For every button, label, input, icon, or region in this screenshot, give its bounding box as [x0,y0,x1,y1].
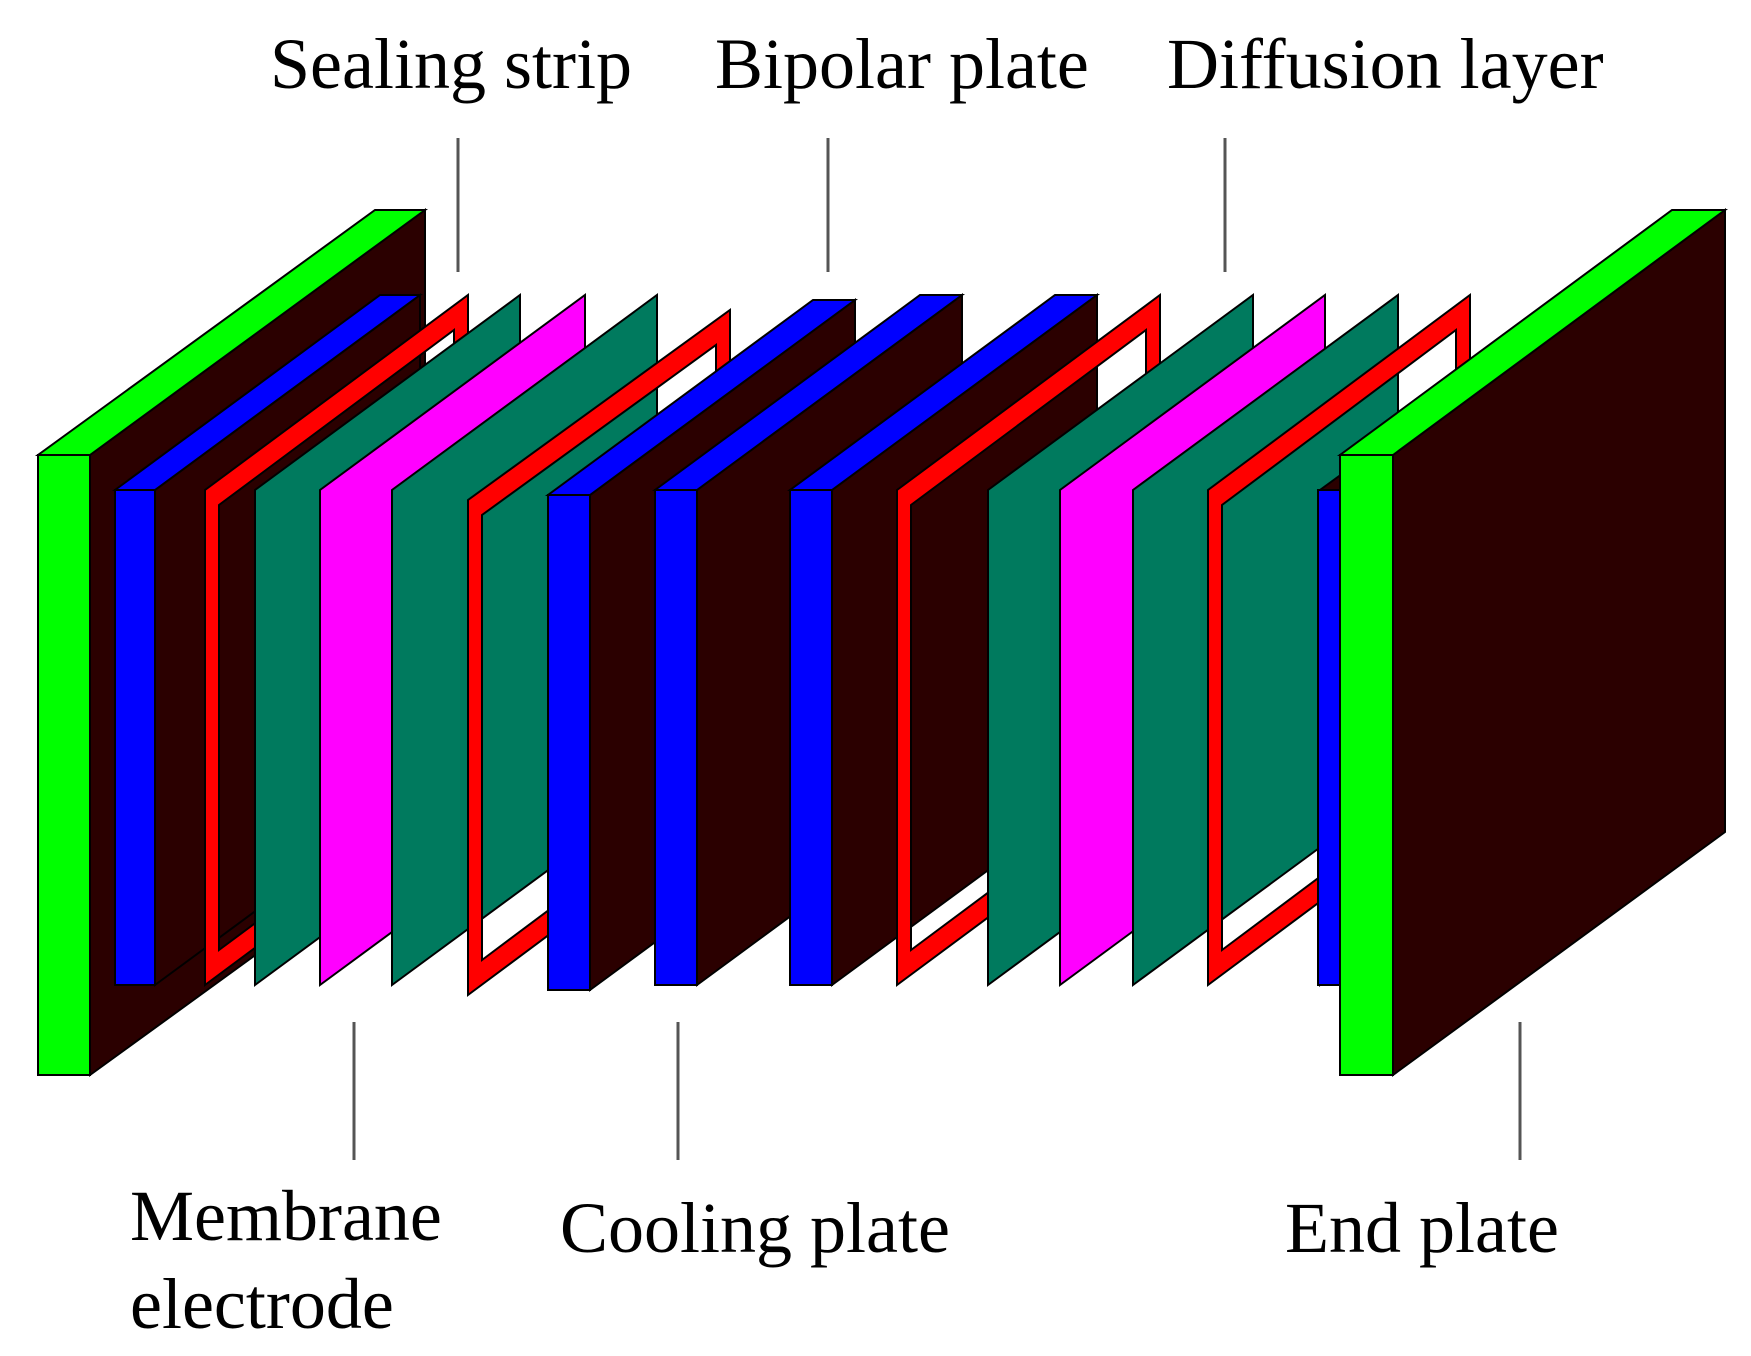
label-membrane-electrode-line1: Membrane [130,1176,442,1256]
label-bipolar-plate: Bipolar plate [715,24,1089,104]
label-end-plate: End plate [1285,1188,1559,1268]
label-membrane-electrode-line2: electrode [130,1264,394,1344]
leader-lines [352,138,1522,1160]
label-sealing-strip: Sealing strip [270,24,632,104]
label-diffusion-layer: Diffusion layer [1167,24,1604,104]
end-plate-right [1336,208,1729,1077]
label-cooling-plate: Cooling plate [560,1188,950,1268]
